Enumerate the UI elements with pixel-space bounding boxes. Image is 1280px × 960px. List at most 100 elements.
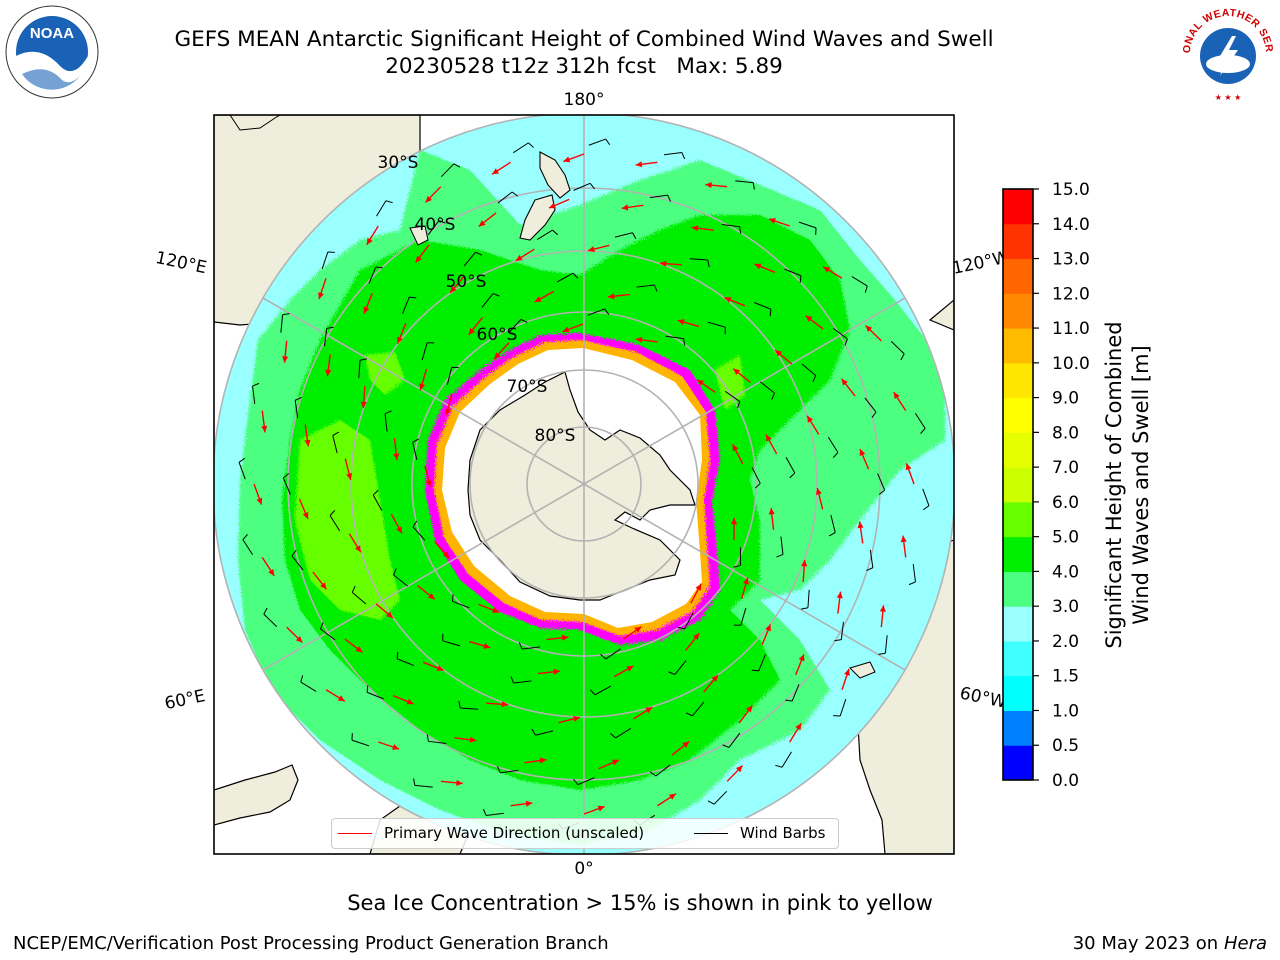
wave-arrow [740, 577, 749, 600]
chart-title: GEFS MEAN Antarctic Significant Height o… [174, 27, 994, 52]
wave-arrow [478, 212, 497, 228]
wind-barb [908, 563, 916, 586]
wind-barb [685, 701, 705, 717]
wind-barb [291, 549, 304, 571]
wind-barb [834, 621, 844, 642]
wind-barb [358, 358, 368, 379]
wave-arrow [440, 779, 463, 786]
wave-arrow [795, 654, 805, 676]
wave-arrow [363, 292, 373, 314]
lon-label-0: 0° [574, 859, 593, 879]
chart-subtitle: 20230528 t12z 312h fcst Max: 5.89 [385, 54, 783, 79]
wind-barb [497, 191, 519, 204]
wind-barb [801, 363, 817, 383]
wind-barb [324, 326, 334, 347]
wind-barb [663, 152, 686, 160]
wave-arrow [705, 182, 728, 189]
tasmania-land [409, 225, 429, 246]
wave-arrow [393, 438, 400, 461]
wave-arrow [298, 498, 309, 520]
wind-barb [832, 327, 848, 346]
wind-barb [760, 381, 775, 400]
svg-text:★ ★ ★: ★ ★ ★ [1215, 93, 1242, 102]
top-left-coast-land [229, 115, 281, 131]
wave-arrow [635, 161, 658, 168]
legend-wave-direction: Primary Wave Direction (unscaled) [338, 824, 644, 842]
wave-arrow [510, 800, 533, 807]
wave-arrow [789, 722, 802, 743]
wind-barb [238, 457, 246, 480]
wind-barb [513, 142, 534, 154]
wind-barb [393, 568, 408, 587]
wave-arrow [282, 340, 289, 363]
lon-label-180: 180° [564, 90, 605, 110]
wind-barb [252, 382, 260, 405]
lon-label-120e: 120°E [154, 248, 209, 278]
wave-arrow [434, 541, 450, 559]
wind-barb [573, 777, 595, 786]
wind-barb [649, 194, 672, 202]
wave-arrow [419, 368, 428, 391]
wave-arrow [524, 757, 547, 764]
wave-arrow [841, 668, 850, 690]
wind-barb [864, 397, 877, 419]
wind-barb [426, 734, 447, 744]
wave-arrow [344, 458, 353, 481]
wind-barb [531, 728, 554, 736]
wave-arrow [806, 415, 820, 435]
wave-arrow [422, 661, 444, 672]
colorbar-label-line2: Wind Waves and Swell [m] [1129, 345, 1153, 625]
credit-machine: Hera [1223, 933, 1267, 954]
wave-arrow [360, 386, 367, 409]
wave-arrow [468, 317, 483, 336]
wave-arrow [659, 260, 682, 267]
wave-arrow [562, 323, 584, 333]
wind-barb [751, 654, 766, 672]
wave-arrow [879, 605, 886, 628]
wind-barb [754, 302, 772, 317]
wind-barb [833, 698, 847, 717]
wave-arrow [703, 674, 719, 693]
falkland-land [849, 661, 876, 679]
wave-height-5m-patch-east [715, 355, 745, 410]
wave-arrow [424, 465, 432, 488]
wave-arrow [392, 695, 414, 705]
wind-barb [733, 607, 747, 626]
wave-arrow [563, 153, 585, 163]
wind-barb [496, 766, 519, 774]
lon-label-60w: 60°W [958, 683, 1008, 712]
wave-arrow [548, 198, 570, 209]
noaa-logo-icon: NOAA [5, 5, 99, 99]
wind-barb [351, 733, 370, 747]
wind-barb [827, 436, 839, 459]
wave-arrow [815, 487, 824, 510]
wind-barb [784, 268, 802, 283]
wave-arrow [635, 336, 658, 343]
legend-wind-label: Wind Barbs [740, 824, 826, 842]
wave-arrow [726, 765, 744, 782]
wave-arrow [685, 632, 700, 651]
credit-date-text: 30 May 2023 on [1072, 933, 1219, 954]
credit-date: 30 May 2023 on Hera [1073, 933, 1267, 954]
wave-arrow [286, 626, 303, 644]
wave-arrow [732, 443, 744, 465]
wind-barb [751, 467, 761, 489]
wind-barb [588, 138, 611, 146]
wind-barb [329, 509, 341, 532]
wave-arrow [768, 218, 790, 227]
wind-barb [372, 489, 383, 512]
wave-arrow [677, 319, 700, 328]
wave-arrow [325, 689, 346, 702]
wave-arrow [304, 424, 311, 447]
wave-arrow [761, 624, 772, 646]
wave-arrow [261, 410, 268, 433]
wind-barb [722, 732, 741, 748]
lat-label-60s: 60°S [477, 325, 518, 345]
wave-arrow [905, 463, 915, 485]
wind-barb [321, 251, 335, 270]
wind-barb [735, 180, 755, 190]
wind-barb [263, 607, 278, 628]
wave-arrow [587, 244, 610, 253]
wind-barb [412, 438, 420, 460]
wind-barb [851, 276, 868, 293]
